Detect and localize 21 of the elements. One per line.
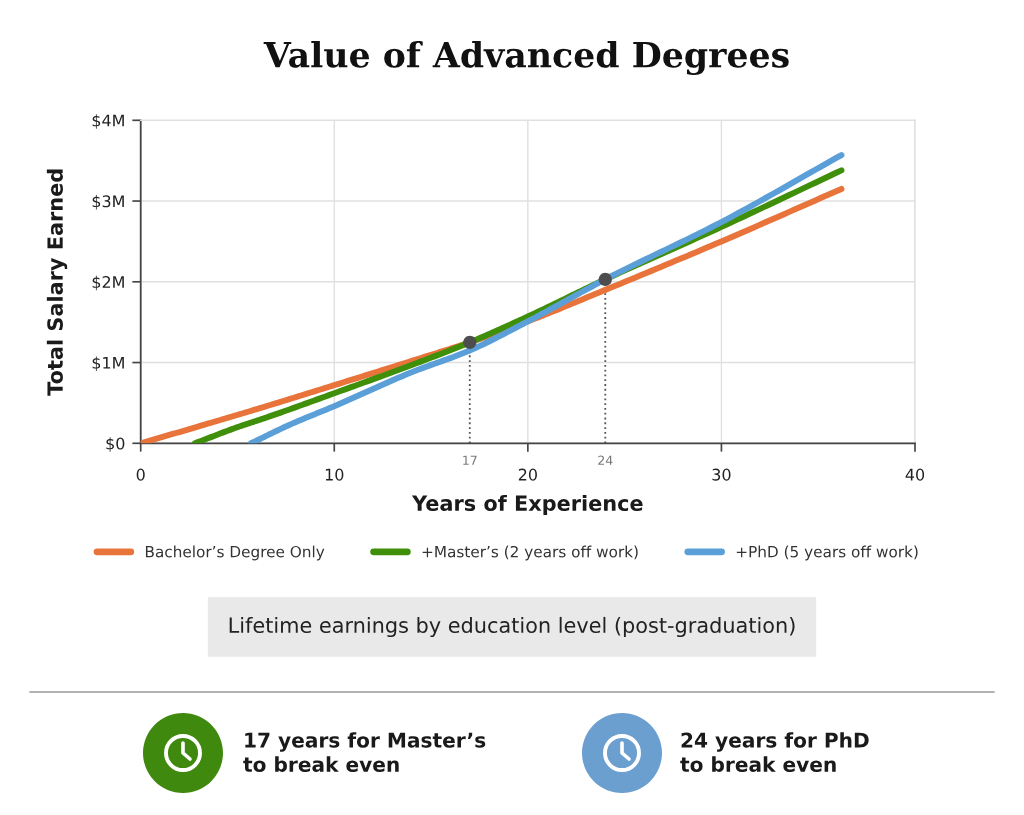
x-tick-label: 0 bbox=[136, 468, 145, 481]
x-tick-label: 20 bbox=[518, 468, 537, 481]
text: 24 years for PhD to break even bbox=[680, 732, 869, 772]
x-tick-label: 10 bbox=[325, 468, 344, 481]
legend-label: Bachelor’s Degree Only bbox=[145, 545, 325, 561]
x-tick-label: 30 bbox=[712, 468, 731, 481]
y-tick-label: $1M bbox=[92, 356, 124, 371]
text: Lifetime earnings by education level (post-graduation) bbox=[229, 616, 795, 638]
y-tick-label: $4M bbox=[92, 114, 124, 129]
y-tick-label: $2M bbox=[92, 275, 124, 291]
y-axis-title: Total Salary Earned bbox=[46, 169, 68, 396]
x-tick-label: 40 bbox=[905, 468, 925, 481]
y-tick-label: $3M bbox=[92, 194, 124, 210]
legend-label: +Master’s (2 years off work) bbox=[422, 545, 638, 561]
chart-title: Value of Advanced Degrees bbox=[263, 40, 789, 76]
x-axis-title: Years of Experience bbox=[411, 494, 643, 516]
legend-label: +PhD (5 years off work) bbox=[736, 545, 918, 561]
ref-line-label: 24 bbox=[598, 455, 613, 465]
text: 17 years for Master’s to break even bbox=[243, 732, 486, 772]
y-tick-label: $0 bbox=[106, 437, 125, 452]
ref-line-label: 17 bbox=[463, 455, 477, 465]
